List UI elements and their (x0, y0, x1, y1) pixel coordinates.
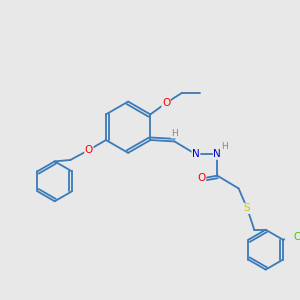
Text: O: O (85, 145, 93, 155)
Text: H: H (171, 129, 178, 138)
Text: S: S (244, 203, 250, 213)
Text: H: H (221, 142, 228, 151)
Text: N: N (213, 149, 221, 159)
Text: O: O (162, 98, 170, 108)
Text: Cl: Cl (294, 232, 300, 242)
Text: N: N (192, 149, 200, 159)
Text: O: O (197, 173, 206, 184)
